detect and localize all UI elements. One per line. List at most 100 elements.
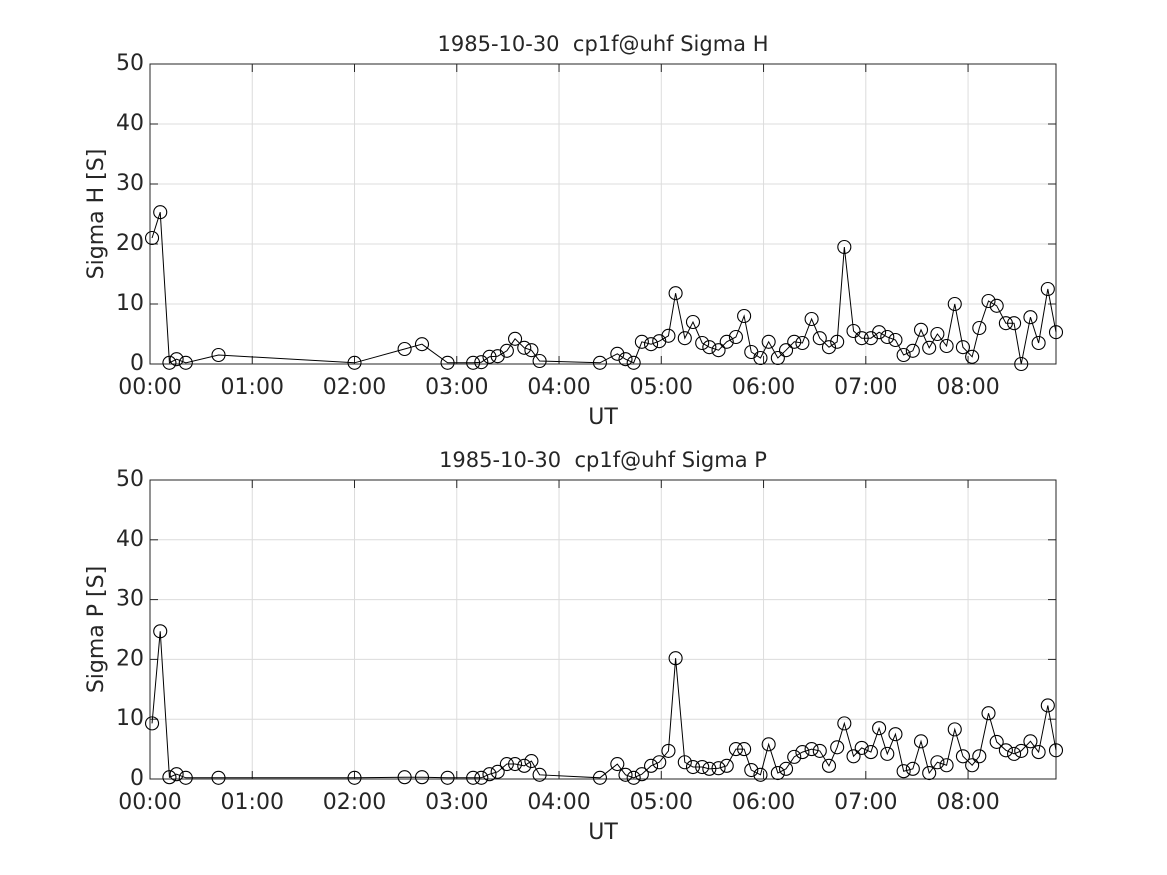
x-tick-label: 03:00 <box>425 790 488 815</box>
data-point <box>524 343 539 358</box>
data-point <box>211 770 226 785</box>
data-point <box>787 334 802 349</box>
series-line <box>151 631 1057 779</box>
data-point <box>955 749 970 764</box>
x-tick-label: 00:00 <box>118 375 181 400</box>
data-point <box>685 314 701 330</box>
data-point <box>922 340 937 355</box>
data-point <box>517 340 532 355</box>
data-point <box>1048 325 1064 340</box>
data-point <box>397 341 412 357</box>
x-tick-label: 04:00 <box>527 375 590 400</box>
data-point <box>719 758 734 773</box>
series-line <box>151 212 1057 365</box>
data-point <box>178 770 193 785</box>
data-point <box>1023 734 1038 749</box>
data-point <box>939 758 954 773</box>
data-point <box>998 316 1013 331</box>
data-point <box>508 331 523 346</box>
data-point <box>474 770 489 785</box>
data-point <box>830 334 845 349</box>
data-point <box>761 334 776 349</box>
data-point <box>939 338 954 354</box>
plot-area <box>150 480 1056 779</box>
data-point <box>169 352 184 367</box>
data-point <box>930 326 945 342</box>
plot-area <box>150 64 1056 364</box>
data-point <box>466 770 481 785</box>
data-point <box>695 759 710 775</box>
x-tick-label: 06:00 <box>732 790 795 815</box>
data-point <box>981 293 996 309</box>
data-point <box>972 320 987 336</box>
data-point <box>905 761 920 776</box>
data-point <box>854 740 869 755</box>
data-point <box>989 298 1004 313</box>
data-point <box>1031 745 1046 760</box>
data-point <box>728 329 743 345</box>
data-point <box>634 334 649 349</box>
data-point <box>972 749 987 764</box>
y-tick-label: 10 <box>116 291 144 316</box>
x-tick-label: 00:00 <box>118 790 181 815</box>
y-tick-label: 30 <box>116 587 144 612</box>
data-point <box>1023 310 1038 325</box>
x-tick-label: 06:00 <box>732 375 795 400</box>
data-point <box>626 355 641 370</box>
y-tick-label: 40 <box>116 111 144 136</box>
data-point <box>592 355 607 370</box>
y-tick-label: 40 <box>116 527 144 552</box>
data-point <box>524 754 539 769</box>
data-point <box>626 770 641 785</box>
data-point <box>888 332 903 348</box>
data-point <box>753 350 768 366</box>
data-point <box>1048 743 1064 758</box>
data-point <box>610 756 625 772</box>
data-point <box>1031 335 1046 351</box>
chart-title: 1985-10-30 cp1f@uhf Sigma H <box>438 32 769 56</box>
chart-title: 1985-10-30 cp1f@uhf Sigma P <box>439 448 767 472</box>
data-point <box>872 325 887 340</box>
data-point <box>677 331 692 346</box>
data-point <box>702 761 717 776</box>
data-point <box>490 764 505 779</box>
data-point <box>1040 698 1055 713</box>
data-point <box>837 716 852 731</box>
data-point <box>610 346 625 361</box>
data-point <box>913 734 929 749</box>
x-axis-label: UT <box>588 405 618 430</box>
data-point <box>1007 316 1022 331</box>
data-point <box>955 340 970 355</box>
data-point <box>482 767 497 782</box>
data-point <box>347 770 362 785</box>
x-tick-label: 05:00 <box>630 790 693 815</box>
x-tick-label: 04:00 <box>527 790 590 815</box>
data-point <box>737 742 752 757</box>
data-point <box>896 347 911 363</box>
data-point <box>517 758 532 773</box>
data-point <box>744 762 759 778</box>
data-point <box>499 756 514 772</box>
data-point <box>634 767 649 782</box>
data-point <box>668 286 683 301</box>
data-point <box>981 706 996 721</box>
data-point <box>711 761 726 776</box>
data-point <box>162 355 177 370</box>
data-point <box>778 343 794 358</box>
data-point <box>677 755 692 770</box>
data-point <box>440 355 455 370</box>
data-point <box>846 749 861 764</box>
x-tick-label: 07:00 <box>834 375 897 400</box>
data-point <box>837 239 852 255</box>
data-point <box>144 716 160 731</box>
data-point <box>592 770 607 785</box>
y-tick-label: 50 <box>116 467 144 492</box>
data-point <box>947 296 962 312</box>
data-point <box>905 343 920 358</box>
data-point <box>702 340 717 355</box>
data-point <box>661 743 676 758</box>
data-point <box>711 343 726 358</box>
data-point <box>753 767 768 782</box>
data-point <box>144 230 160 246</box>
data-point <box>1007 746 1022 761</box>
